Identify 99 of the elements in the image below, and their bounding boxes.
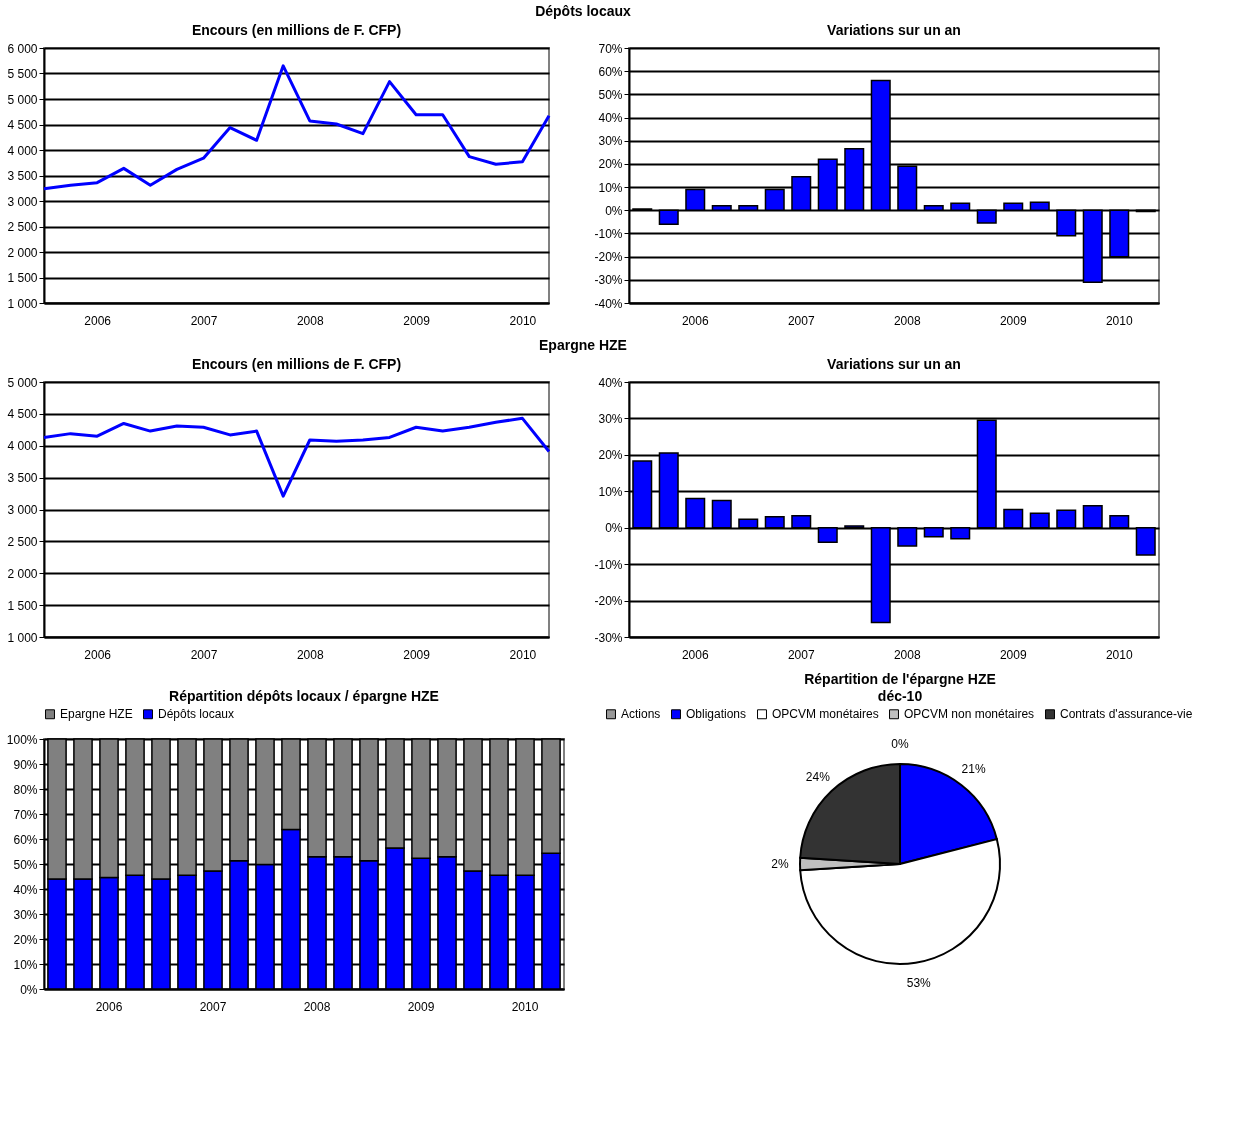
y-tick-label: 20% — [598, 157, 623, 172]
x-tick-label: 2008 — [893, 313, 921, 328]
y-tick-label: 3 500 — [7, 471, 38, 486]
x-tick-label: 2008 — [296, 313, 324, 328]
y-tick-label: 5 000 — [7, 375, 38, 390]
text: Dépôts locaux — [535, 3, 632, 19]
y-tick-label: 3 500 — [7, 169, 38, 183]
y-tick-label: 2 500 — [7, 220, 38, 234]
y-tick-label: 3 000 — [7, 503, 38, 517]
x-tick-label: 2009 — [407, 999, 435, 1014]
y-tick-label: 60% — [598, 64, 623, 79]
y-tick-label: -30% — [594, 273, 623, 288]
y-tick-label: 80% — [13, 782, 38, 797]
x-tick-label: 2006 — [681, 647, 709, 662]
chart-title: Encours (en millions de F. CFP) — [191, 22, 402, 38]
chart-title: Variations sur un an — [827, 356, 961, 372]
legend-label: Obligations — [686, 707, 747, 722]
y-tick-label: 50% — [598, 87, 623, 102]
y-tick-label: 90% — [13, 757, 38, 772]
y-tick-label: 1 000 — [7, 630, 38, 645]
y-tick-label: 4 500 — [7, 407, 38, 422]
x-tick-label: 2010 — [509, 313, 537, 328]
y-tick-label: 1 000 — [7, 296, 38, 311]
y-tick-label: 5 000 — [7, 92, 38, 107]
x-tick-label: 2007 — [190, 647, 218, 662]
legend-label: OPCVM non monétaires — [904, 707, 1035, 722]
x-tick-label: 2007 — [199, 999, 227, 1014]
y-tick-label: 0% — [605, 521, 623, 536]
data-label: 2% — [771, 857, 789, 871]
legend-label: Dépôts locaux — [158, 707, 235, 722]
y-tick-label: 40% — [598, 375, 623, 390]
x-tick-label: 2008 — [296, 647, 324, 662]
y-tick-label: 1 500 — [7, 271, 38, 285]
y-tick-label: -30% — [594, 630, 623, 645]
chart-title: Variations sur un an — [827, 22, 961, 38]
y-tick-label: -10% — [594, 226, 623, 241]
y-tick-label: 10% — [13, 957, 38, 972]
y-tick-label: -10% — [594, 557, 623, 572]
y-tick-label: 2 000 — [7, 566, 38, 581]
x-tick-label: 2010 — [1105, 647, 1133, 662]
y-tick-label: 10% — [598, 180, 623, 195]
x-tick-label: 2006 — [95, 999, 123, 1014]
data-label: 53% — [906, 975, 932, 990]
x-tick-label: 2010 — [511, 999, 539, 1014]
y-tick-label: 30% — [598, 411, 623, 426]
x-tick-label: 2008 — [893, 647, 921, 662]
y-tick-label: 0% — [20, 982, 38, 997]
y-tick-label: 1 500 — [7, 598, 38, 613]
line-series — [42, 64, 551, 191]
y-tick-label: 60% — [13, 832, 38, 847]
y-tick-label: 50% — [13, 857, 38, 872]
y-tick-label: -40% — [594, 296, 623, 311]
y-tick-label: -20% — [594, 250, 623, 265]
legend-label: Contrats d'assurance-vie — [1060, 707, 1193, 722]
y-tick-label: 30% — [13, 907, 38, 922]
y-tick-label: 4 000 — [7, 439, 38, 454]
chart-title: Répartition dépôts locaux / épargne HZE — [169, 688, 439, 704]
y-tick-label: 70% — [598, 41, 623, 56]
y-tick-label: 3 000 — [7, 194, 38, 209]
y-tick-label: -20% — [594, 594, 623, 609]
x-tick-label: 2007 — [787, 313, 815, 328]
x-tick-label: 2010 — [509, 647, 537, 662]
y-tick-label: 5 500 — [7, 67, 38, 81]
y-tick-label: 4 500 — [7, 118, 38, 132]
line-series — [42, 416, 551, 498]
text: Epargne HZE — [539, 337, 627, 353]
data-label: 24% — [805, 769, 831, 784]
x-tick-label: 2010 — [1105, 313, 1133, 328]
y-tick-label: 4 000 — [7, 143, 38, 158]
x-tick-label: 2009 — [403, 313, 431, 328]
y-tick-label: 20% — [598, 448, 623, 463]
x-tick-label: 2006 — [681, 313, 709, 328]
data-label: 21% — [961, 762, 986, 777]
x-tick-label: 2008 — [303, 999, 331, 1014]
x-tick-label: 2007 — [190, 313, 218, 328]
y-tick-label: 40% — [598, 111, 623, 126]
y-tick-label: 70% — [13, 807, 38, 822]
x-tick-label: 2007 — [787, 647, 815, 662]
x-tick-label: 2006 — [84, 313, 112, 328]
y-tick-label: 30% — [598, 134, 623, 149]
y-tick-label: 10% — [598, 484, 623, 499]
chart-subtitle: déc-10 — [877, 688, 923, 704]
text: 0% — [891, 737, 909, 751]
legend-label: Epargne HZE — [60, 707, 133, 722]
x-tick-label: 2009 — [999, 647, 1027, 662]
legend-label: Actions — [621, 707, 661, 722]
y-tick-label: 20% — [13, 932, 38, 947]
y-tick-label: 0% — [605, 203, 623, 218]
legend-label: OPCVM monétaires — [772, 707, 879, 722]
y-tick-label: 2 000 — [7, 245, 38, 260]
y-tick-label: 100% — [6, 732, 38, 747]
chart-title: Répartition de l'épargne HZE — [804, 671, 996, 687]
y-tick-label: 2 500 — [7, 534, 38, 549]
chart-title: Encours (en millions de F. CFP) — [191, 356, 402, 372]
y-tick-label: 40% — [13, 882, 38, 897]
x-tick-label: 2009 — [999, 313, 1027, 328]
x-tick-label: 2009 — [403, 647, 431, 662]
x-tick-label: 2006 — [84, 647, 112, 662]
y-tick-label: 6 000 — [7, 41, 38, 56]
